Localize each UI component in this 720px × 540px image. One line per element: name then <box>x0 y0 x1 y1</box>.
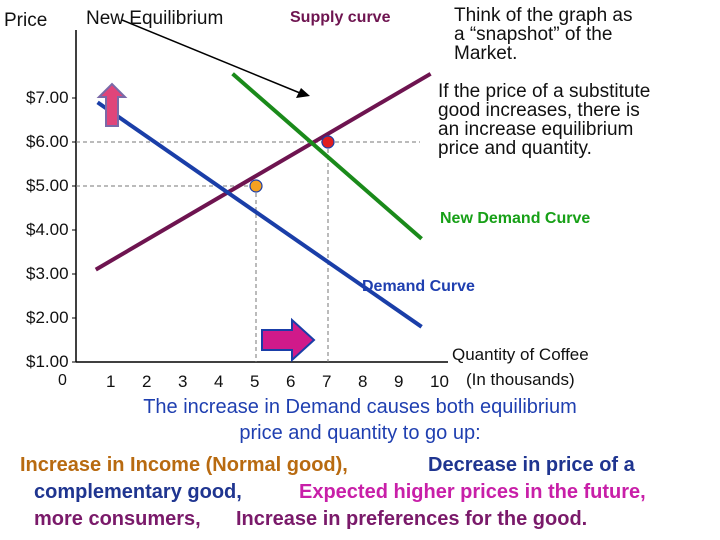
factor-more-consumers: more consumers, <box>34 508 201 530</box>
y-tick-label: $3.00 <box>26 264 69 283</box>
new-equilibrium-pointer-head <box>296 88 310 98</box>
curves <box>94 72 432 329</box>
x-tick-label: 1 <box>106 372 116 391</box>
supply-curve-line <box>94 72 432 272</box>
new-demand-curve-line <box>231 72 423 241</box>
factor-complementary-a: Decrease in price of a <box>428 454 635 476</box>
substitute-line: an increase equilibrium <box>438 119 634 140</box>
y-tick-label: $1.00 <box>26 352 69 371</box>
substitute-line: If the price of a substitute <box>438 81 651 102</box>
x-tick-label: 5 <box>250 372 260 391</box>
new-equilibrium-pointer <box>121 19 301 94</box>
demand-curve-line <box>96 100 423 329</box>
snapshot-line: Market. <box>454 43 518 64</box>
demand-curve-label: Demand Curve <box>362 278 475 295</box>
y-tick-marks <box>72 97 76 363</box>
x-tick-label: 8 <box>358 372 368 391</box>
x-tick-label: 4 <box>214 372 224 391</box>
origin-label: 0 <box>58 372 67 389</box>
supply-curve-label: Supply curve <box>290 9 391 26</box>
caption-line2: price and quantity to go up: <box>239 422 481 444</box>
snapshot-line: a “snapshot” of the <box>454 24 613 45</box>
y-tick-label: $7.00 <box>26 88 69 107</box>
x-tick-label: 6 <box>286 372 296 391</box>
x-tick-label: 3 <box>178 372 188 391</box>
snapshot-line: Think of the graph as <box>454 5 633 26</box>
substitute-note: If the price of a substitute good increa… <box>438 82 650 158</box>
axes <box>75 30 448 363</box>
original-equilibrium-point <box>249 179 263 193</box>
caption-line1: The increase in Demand causes both equil… <box>143 396 577 418</box>
y-tick-label: $5.00 <box>26 176 69 195</box>
new-equilibrium-label: New Equilibrium <box>86 8 224 29</box>
guide-lines <box>76 141 420 362</box>
factor-complementary-b: complementary good, <box>34 481 242 503</box>
x-axis-label-line1: Quantity of Coffee <box>452 345 589 364</box>
x-tick-label: 10 <box>430 372 449 391</box>
new-demand-curve-label: New Demand Curve <box>440 210 591 227</box>
y-tick-label: $6.00 <box>26 132 69 151</box>
x-tick-label: 9 <box>394 372 404 391</box>
y-tick-label: $4.00 <box>26 220 69 239</box>
x-axis-label-line2: (In thousands) <box>466 370 575 389</box>
arrows <box>96 19 316 363</box>
y-tick-label: $2.00 <box>26 308 69 327</box>
quantity-right-arrow-icon <box>261 317 316 363</box>
equilibrium-points <box>249 135 335 193</box>
factor-income: Increase in Income (Normal good), <box>20 454 348 476</box>
substitute-line: good increases, there is <box>438 100 640 121</box>
x-tick-label: 7 <box>322 372 332 391</box>
x-tick-label: 2 <box>142 372 152 391</box>
substitute-line: price and quantity. <box>438 138 592 159</box>
factor-expected-prices: Expected higher prices in the future, <box>299 481 646 503</box>
factor-preferences: Increase in preferences for the good. <box>236 508 588 530</box>
y-axis-label: Price <box>4 10 48 31</box>
price-up-arrow-icon <box>96 82 128 127</box>
snapshot-note: Think of the graph as a “snapshot” of th… <box>454 6 633 63</box>
new-equilibrium-point <box>321 135 335 149</box>
